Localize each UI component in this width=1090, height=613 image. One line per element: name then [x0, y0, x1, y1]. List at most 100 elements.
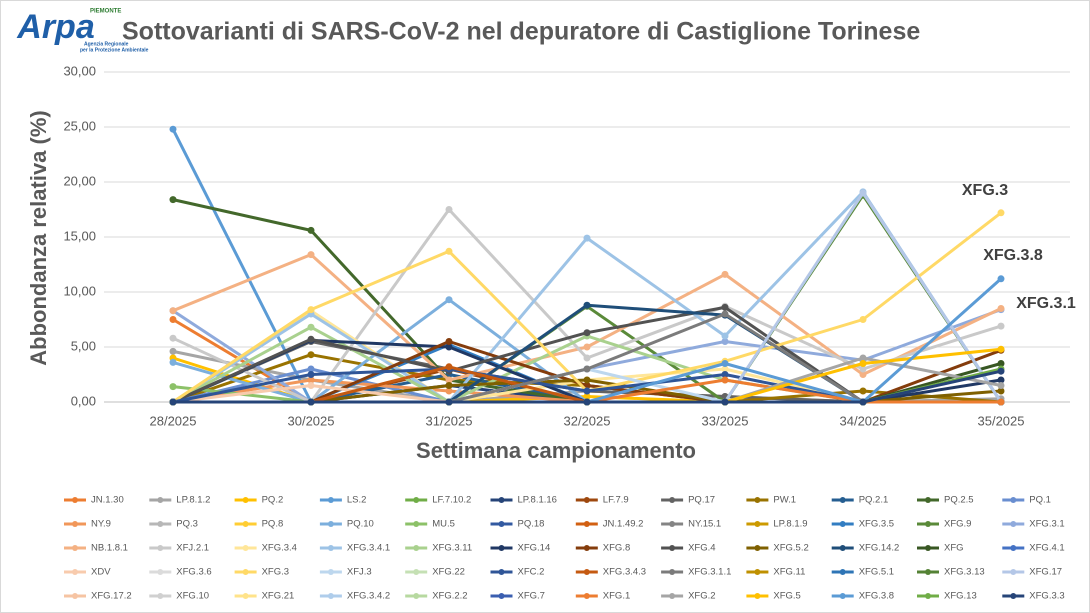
data-point: [583, 393, 591, 400]
legend-marker: [925, 521, 931, 527]
legend-marker: [669, 521, 676, 527]
legend-label: XFC.2: [518, 567, 545, 578]
data-point: [721, 360, 729, 367]
data-point: [169, 358, 177, 366]
legend: JN.1.30 LP.8.1.2 PQ.2 LS.2 LF.7.10.2 LP.8.1.1…: [64, 495, 1065, 602]
legend-label: XFG.3.1: [1029, 519, 1064, 530]
legend-label: XFG.3.6: [176, 567, 211, 578]
data-point: [169, 383, 177, 391]
legend-label: PQ.17: [688, 495, 715, 506]
legend-label: XFG.9: [944, 519, 971, 530]
data-point: [583, 234, 591, 242]
legend-label: XFG.2: [688, 591, 715, 602]
logo-agency: Agenzia Regionale: [84, 41, 129, 47]
legend-marker: [1010, 593, 1017, 599]
y-tick-label: 15,00: [63, 228, 96, 243]
legend-label: MU.5: [432, 519, 455, 530]
legend-label: XFG.22: [432, 567, 465, 578]
data-point: [997, 398, 1005, 406]
y-tick-label: 25,00: [63, 118, 96, 133]
legend-marker: [72, 593, 78, 599]
legend-marker: [925, 497, 931, 503]
legend-marker: [839, 593, 846, 599]
logo-agency: per la Protezione Ambientale: [80, 47, 149, 53]
legend-label: XFG.3.4.3: [603, 567, 646, 578]
y-tick-label: 0,00: [71, 393, 96, 408]
data-point: [445, 338, 453, 345]
legend-label: NY.15.1: [688, 519, 721, 530]
data-point: [169, 307, 177, 315]
data-point: [997, 322, 1005, 330]
data-point: [307, 382, 315, 389]
legend-marker: [498, 545, 505, 551]
data-point: [997, 360, 1005, 367]
legend-label: XFG.11: [773, 567, 805, 578]
data-point: [307, 351, 315, 359]
legend-marker: [157, 521, 164, 527]
data-point: [997, 305, 1005, 312]
legend-marker: [925, 593, 931, 599]
x-tick-label: 33/2025: [702, 413, 749, 428]
legend-marker: [669, 497, 676, 503]
data-point: [307, 251, 315, 259]
legend-marker: [1010, 569, 1017, 575]
legend-marker: [1010, 545, 1017, 551]
legend-label: XFG.3.8: [859, 591, 894, 602]
legend-label: PQ.2: [262, 495, 284, 506]
x-axis-label: Settimana campionamento: [416, 438, 696, 463]
data-point: [721, 371, 729, 378]
data-point: [445, 343, 453, 351]
data-point: [997, 376, 1005, 384]
legend-marker: [157, 497, 164, 503]
y-tick-label: 20,00: [63, 173, 96, 188]
data-point: [859, 371, 867, 378]
y-tick-label: 30,00: [63, 63, 96, 78]
legend-label: PQ.1: [1029, 495, 1051, 506]
annotation: XFG.3.1: [1016, 295, 1076, 312]
data-point: [307, 398, 315, 406]
legend-marker: [839, 497, 846, 503]
data-point: [583, 376, 591, 384]
legend-marker: [1010, 521, 1017, 527]
legend-marker: [327, 569, 334, 575]
legend-marker: [327, 521, 334, 527]
data-point: [583, 301, 591, 309]
data-point: [445, 363, 453, 371]
data-point: [445, 376, 453, 384]
legend-marker: [327, 497, 334, 503]
legend-marker: [157, 593, 164, 599]
legend-label: XFG.3.4: [262, 543, 297, 554]
legend-label: XFG.10: [176, 591, 209, 602]
legend-marker: [754, 545, 761, 551]
data-point: [721, 303, 729, 311]
data-point: [583, 365, 591, 373]
legend-label: LS.2: [347, 495, 367, 506]
legend-marker: [242, 545, 249, 551]
legend-label: PQ.2.1: [859, 495, 889, 506]
data-point: [583, 354, 591, 362]
legend-marker: [327, 593, 334, 599]
legend-label: XFG.3.3: [1029, 591, 1064, 602]
legend-label: PQ.18: [518, 519, 545, 530]
legend-marker: [583, 545, 590, 551]
legend-label: LP.8.1.2: [176, 495, 210, 506]
data-point: [307, 323, 315, 331]
data-point: [997, 387, 1005, 395]
legend-label: JN.1.30: [91, 495, 124, 506]
data-point: [445, 387, 453, 395]
data-point: [307, 365, 315, 373]
legend-label: XFG.8: [603, 543, 630, 554]
legend-label: XFG.3.11: [432, 543, 472, 554]
legend-label: XFG.13: [944, 591, 977, 602]
legend-marker: [242, 569, 249, 575]
legend-label: XFG.14: [518, 543, 551, 554]
legend-label: XFG.3.5: [859, 519, 894, 530]
data-point: [307, 371, 315, 378]
legend-marker: [327, 545, 334, 551]
legend-marker: [583, 497, 590, 503]
legend-marker: [754, 521, 761, 527]
data-point: [445, 296, 453, 304]
legend-label: XFG.7: [518, 591, 545, 602]
legend-label: JN.1.49.2: [603, 519, 644, 530]
